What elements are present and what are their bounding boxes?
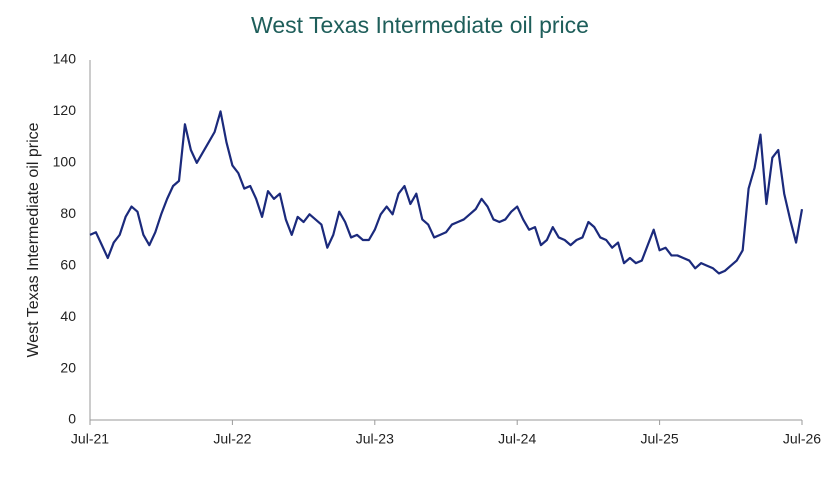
x-tick-label: Jul-22 (213, 431, 251, 447)
chart-title: West Texas Intermediate oil price (251, 12, 589, 38)
x-tick-label: Jul-23 (356, 431, 394, 447)
y-tick-label: 20 (60, 359, 76, 375)
y-tick-label: 0 (68, 411, 76, 427)
y-tick-label: 120 (53, 102, 77, 118)
y-tick-label: 40 (60, 308, 76, 324)
y-tick-label: 100 (53, 154, 77, 170)
y-tick-label: 60 (60, 256, 76, 272)
x-tick-label: Jul-21 (71, 431, 109, 447)
data-line (89, 110, 804, 275)
y-axis-label: West Texas Intermediate oil price (25, 122, 42, 357)
y-tick-label: 140 (53, 51, 77, 67)
x-tick-label: Jul-24 (498, 431, 536, 447)
x-tick-label: Jul-26 (783, 431, 821, 447)
x-tick-label: Jul-25 (641, 431, 679, 447)
y-tick-label: 80 (60, 205, 76, 221)
